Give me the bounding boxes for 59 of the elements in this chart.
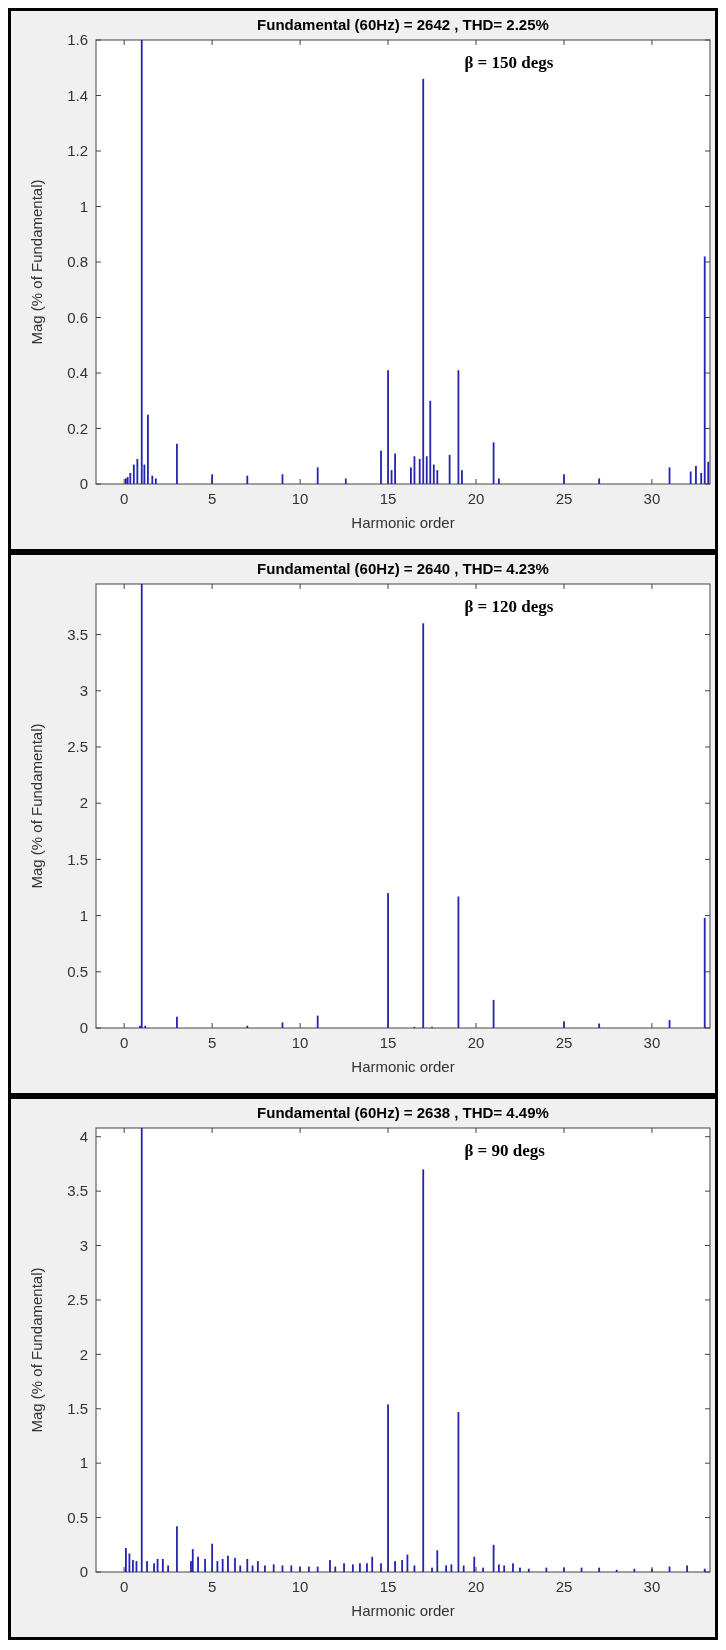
y-tick-label: 1.5 bbox=[67, 850, 88, 868]
y-tick-label: 2.5 bbox=[67, 1291, 88, 1309]
y-tick-label: 1.6 bbox=[67, 31, 88, 49]
x-tick-label: 0 bbox=[119, 1578, 129, 1595]
y-tick-label: 3.5 bbox=[67, 625, 88, 643]
chart-title: Fundamental (60Hz) = 2638 , THD= 4.49% bbox=[257, 1104, 549, 1121]
x-tick-label: 10 bbox=[291, 490, 309, 507]
chart-title: Fundamental (60Hz) = 2640 , THD= 4.23% bbox=[257, 560, 549, 577]
x-axis-title: Harmonic order bbox=[351, 1058, 455, 1075]
x-tick-label: 20 bbox=[467, 490, 485, 507]
y-tick-label: 1 bbox=[79, 1454, 88, 1472]
x-tick-label: 0 bbox=[119, 490, 129, 507]
y-tick-label: 3 bbox=[79, 1236, 88, 1254]
x-tick-label: 20 bbox=[467, 1034, 485, 1051]
y-axis-title: Mag (% of Fundamental) bbox=[28, 179, 45, 345]
x-tick-label: 20 bbox=[467, 1578, 485, 1595]
x-tick-label: 30 bbox=[643, 1578, 661, 1595]
x-tick-label: 0 bbox=[119, 1034, 129, 1051]
x-tick-label: 25 bbox=[555, 1578, 573, 1595]
x-tick-label: 10 bbox=[291, 1578, 309, 1595]
x-tick-label: 15 bbox=[379, 490, 397, 507]
y-tick-label: 2 bbox=[79, 1345, 88, 1363]
y-tick-label: 0 bbox=[79, 1019, 88, 1037]
y-tick-label: 4 bbox=[79, 1127, 88, 1145]
x-tick-label: 10 bbox=[291, 1034, 309, 1051]
chart-title: Fundamental (60Hz) = 2642 , THD= 2.25% bbox=[257, 16, 549, 33]
y-tick-label: 1.4 bbox=[67, 86, 88, 104]
x-tick-label: 5 bbox=[207, 1034, 217, 1051]
y-tick-label: 2 bbox=[79, 794, 88, 812]
x-tick-label: 30 bbox=[643, 490, 661, 507]
y-tick-label: 0.8 bbox=[67, 253, 88, 271]
x-tick-label: 25 bbox=[555, 490, 573, 507]
annotation: β = 90 degs bbox=[464, 1141, 546, 1160]
x-tick-label: 15 bbox=[379, 1034, 397, 1051]
y-axis-title: Mag (% of Fundamental) bbox=[28, 723, 45, 889]
y-tick-label: 0 bbox=[79, 475, 88, 493]
y-tick-label: 0.6 bbox=[67, 308, 88, 326]
annotation: β = 120 degs bbox=[464, 597, 554, 616]
y-tick-label: 0.5 bbox=[67, 1508, 88, 1526]
x-tick-label: 5 bbox=[207, 490, 217, 507]
x-tick-label: 25 bbox=[555, 1034, 573, 1051]
y-tick-label: 1 bbox=[79, 906, 88, 924]
y-tick-label: 0.4 bbox=[67, 364, 88, 382]
x-tick-label: 5 bbox=[207, 1578, 217, 1595]
y-tick-label: 1.2 bbox=[67, 142, 88, 160]
x-tick-label: 15 bbox=[379, 1578, 397, 1595]
y-tick-label: 0.5 bbox=[67, 963, 88, 981]
x-axis-title: Harmonic order bbox=[351, 1602, 455, 1619]
y-tick-label: 3.5 bbox=[67, 1182, 88, 1200]
x-tick-label: 30 bbox=[643, 1034, 661, 1051]
y-tick-label: 0.2 bbox=[67, 419, 88, 437]
y-tick-label: 0 bbox=[79, 1563, 88, 1581]
y-tick-label: 2.5 bbox=[67, 738, 88, 756]
annotation: β = 150 degs bbox=[464, 53, 554, 72]
y-tick-label: 3 bbox=[79, 682, 88, 700]
y-tick-label: 1.5 bbox=[67, 1400, 88, 1418]
y-axis-title: Mag (% of Fundamental) bbox=[28, 1267, 45, 1433]
y-tick-label: 1 bbox=[79, 197, 88, 215]
x-axis-title: Harmonic order bbox=[351, 514, 455, 531]
